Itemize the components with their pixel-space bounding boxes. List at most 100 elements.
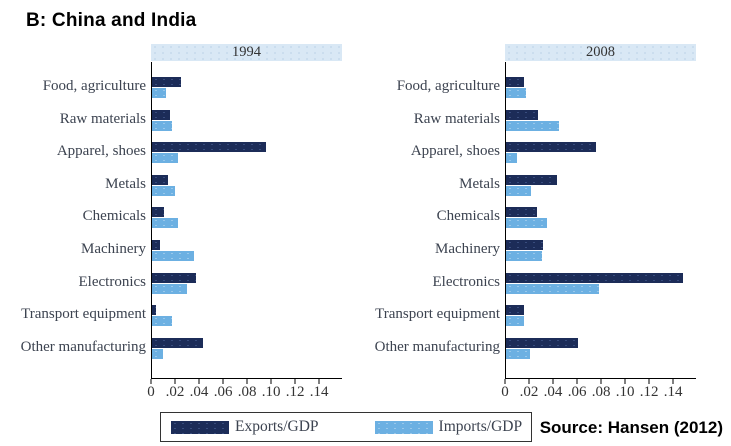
x-tick-mark (318, 379, 320, 384)
x-tick-label: .04 (189, 384, 209, 400)
category-label: Electronics (78, 273, 146, 290)
x-tick-label: 0 (501, 384, 509, 400)
plot-area (505, 62, 696, 378)
legend-label-exports: Exports/GDP (235, 418, 319, 435)
x-tick-label: 0 (147, 384, 155, 400)
source-credit: Source: Hansen (2012) (539, 418, 723, 437)
panel-2008: Food, agriculture Raw materials Apparel, s… (372, 44, 696, 405)
bar-group (152, 337, 342, 371)
figure-title: B: China and India (26, 10, 197, 31)
exports-bar (152, 239, 161, 250)
category-label: Raw materials (413, 110, 500, 127)
x-tick-mark (600, 379, 602, 384)
exports-bar (506, 77, 524, 87)
legend-label-imports: Imports/GDP (438, 418, 523, 435)
category-label: Apparel, shoes (56, 143, 146, 160)
panel-header: 1994 (151, 44, 342, 61)
plot-area (151, 62, 342, 378)
x-tick-mark (198, 379, 200, 384)
x-tick-mark (528, 379, 530, 384)
category-label: Machinery (81, 240, 146, 257)
x-tick-label: .14 (663, 384, 683, 400)
panel-year-label: 1994 (232, 44, 261, 60)
x-tick-label: .10 (261, 384, 281, 400)
x-tick-mark (504, 379, 506, 384)
bar-group (506, 142, 696, 175)
imports-bar (152, 250, 194, 261)
exports-bar (152, 337, 204, 348)
x-tick-mark (222, 379, 224, 384)
imports-bar (506, 218, 547, 229)
category-label: Chemicals (82, 208, 146, 225)
x-tick-mark (552, 379, 554, 384)
imports-bar (506, 153, 517, 164)
bars-area (152, 77, 342, 370)
x-tick-label: .02 (165, 384, 185, 400)
x-tick-label: .08 (591, 384, 611, 400)
exports-bar (152, 174, 168, 185)
panel-year-label: 2008 (586, 44, 615, 60)
category-label: Food, agriculture (396, 78, 500, 94)
exports-bar (152, 77, 181, 87)
imports-bar (506, 250, 542, 261)
x-tick-mark (672, 379, 674, 384)
bar-group (152, 305, 342, 338)
imports-bar (506, 316, 524, 327)
imports-bar (152, 120, 173, 131)
imports-bar (152, 218, 179, 229)
category-label: Electronics (432, 273, 500, 290)
category-labels: Food, agriculture Raw materials Apparel, s… (372, 76, 505, 369)
bar-group (152, 272, 342, 306)
x-tick-mark (648, 379, 650, 384)
exports-bar (152, 207, 164, 218)
exports-bar (506, 337, 578, 348)
x-tick-label: .10 (615, 384, 635, 400)
x-axis: 0 .02.04.06.08.10.12.14 (147, 378, 342, 405)
bar-group (152, 239, 342, 273)
category-label: Machinery (435, 240, 500, 257)
imports-swatch (374, 420, 433, 434)
x-tick-mark (174, 379, 176, 384)
imports-bar (152, 348, 163, 359)
bar-group (506, 109, 696, 143)
exports-bar (152, 142, 266, 153)
charts-row: Food, agriculture Raw materials Apparel, s… (18, 44, 725, 405)
bar-group (152, 77, 342, 110)
category-label: Transport equipment (375, 306, 500, 323)
plot-column: 1994 0 .02.04.06.08.10.12.14 (147, 44, 342, 405)
exports-swatch (171, 420, 229, 434)
imports-bar (506, 88, 527, 98)
x-tick-mark (270, 379, 272, 384)
bar-group (506, 272, 696, 306)
category-label: Metals (105, 175, 146, 192)
x-tick-label: .06 (213, 384, 233, 400)
exports-bar (506, 272, 683, 283)
legend: Exports/GDP Imports/GDP (160, 412, 533, 442)
panel-header: 2008 (505, 44, 696, 61)
x-tick-mark (576, 379, 578, 384)
x-tick-label: .14 (309, 384, 329, 400)
bar-group (506, 337, 696, 371)
category-label: Food, agriculture (42, 78, 146, 94)
x-tick-mark (294, 379, 296, 384)
imports-bar (506, 120, 559, 131)
exports-bar (506, 305, 524, 316)
exports-bar (506, 142, 596, 153)
exports-bar (506, 239, 544, 250)
category-label: Chemicals (436, 208, 500, 225)
x-tick-mark (246, 379, 248, 384)
exports-bar (152, 272, 197, 283)
x-tick-label: .12 (639, 384, 659, 400)
category-label: Other manufacturing (20, 338, 146, 355)
imports-bar (506, 185, 532, 196)
category-label: Metals (459, 175, 500, 192)
bar-group (152, 207, 342, 240)
bar-group (506, 239, 696, 273)
imports-bar (506, 348, 530, 359)
footer: Exports/GDP Imports/GDP Source: Hansen (… (18, 412, 725, 442)
exports-bar (152, 109, 170, 120)
bar-group (506, 77, 696, 110)
x-tick-label: .08 (237, 384, 257, 400)
x-tick-mark (150, 379, 152, 384)
x-tick-label: .04 (543, 384, 563, 400)
